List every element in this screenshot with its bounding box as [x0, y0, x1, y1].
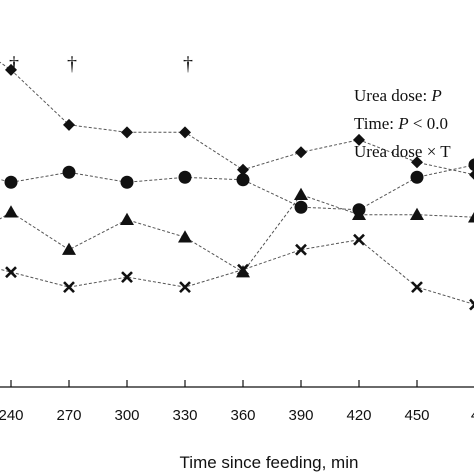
- data-point-circle: [294, 200, 308, 214]
- data-point-triangle: [120, 212, 134, 225]
- data-point-diamond: [237, 163, 249, 176]
- dagger-mark: †: [67, 53, 77, 75]
- significance-daggers: † † †: [9, 53, 193, 75]
- series-lines: [0, 61, 474, 305]
- data-point-triangle: [178, 230, 192, 243]
- data-point-circle: [62, 165, 76, 179]
- x-tick-label: 360: [230, 407, 255, 424]
- annotation-line-2: Time: P < 0.0: [354, 114, 448, 133]
- data-point-x: [121, 271, 133, 284]
- dagger-mark: †: [9, 53, 19, 75]
- dagger-mark: †: [183, 53, 193, 75]
- data-point-diamond: [295, 146, 307, 159]
- data-point-triangle: [468, 211, 474, 223]
- x-tick-label: 4: [471, 407, 474, 424]
- data-point-circle: [178, 170, 192, 184]
- data-point-triangle: [4, 205, 18, 218]
- data-point-diamond: [411, 156, 423, 169]
- data-point-triangle: [62, 242, 76, 255]
- series-line-triangle: [0, 194, 474, 273]
- data-point-x: [237, 263, 249, 276]
- annotation-line-1: Urea dose: P: [354, 86, 442, 105]
- x-ticks: 240 270 300 330 360 390 420 450 4: [0, 380, 474, 424]
- data-point-circle: [4, 175, 18, 189]
- x-axis-title: Time since feeding, min: [180, 453, 359, 472]
- data-point-x: [63, 281, 75, 294]
- data-point-diamond: [121, 126, 133, 139]
- x-tick-label: 240: [0, 407, 24, 424]
- x-tick-label: 270: [56, 407, 81, 424]
- data-point-x: [353, 233, 365, 246]
- data-point-triangle: [294, 187, 308, 200]
- data-point-diamond: [353, 133, 365, 146]
- series-line-diamond: [0, 61, 474, 176]
- series-line-x: [0, 239, 474, 305]
- stats-annotation: Urea dose: P Time: P < 0.0 Urea dose × T: [354, 86, 451, 161]
- x-tick-label: 450: [404, 407, 429, 424]
- x-tick-label: 330: [172, 407, 197, 424]
- x-tick-label: 300: [114, 407, 139, 424]
- data-point-diamond: [5, 63, 17, 76]
- x-tick-label: 420: [346, 407, 371, 424]
- data-point-circle: [236, 173, 250, 187]
- data-point-x: [295, 243, 307, 256]
- annotation-line-3: Urea dose × T: [354, 142, 451, 161]
- data-point-x: [469, 298, 474, 311]
- data-point-triangle: [410, 207, 424, 220]
- data-point-circle: [468, 158, 474, 172]
- data-point-circle: [120, 175, 134, 189]
- data-point-x: [411, 281, 423, 294]
- data-point-diamond: [179, 126, 191, 139]
- data-point-diamond: [469, 169, 474, 180]
- x-tick-label: 390: [288, 407, 313, 424]
- series-markers: [4, 63, 474, 311]
- data-point-diamond: [63, 118, 75, 131]
- data-point-x: [179, 281, 191, 294]
- data-point-x: [5, 266, 17, 279]
- data-point-circle: [410, 170, 424, 184]
- data-point-triangle: [352, 207, 366, 220]
